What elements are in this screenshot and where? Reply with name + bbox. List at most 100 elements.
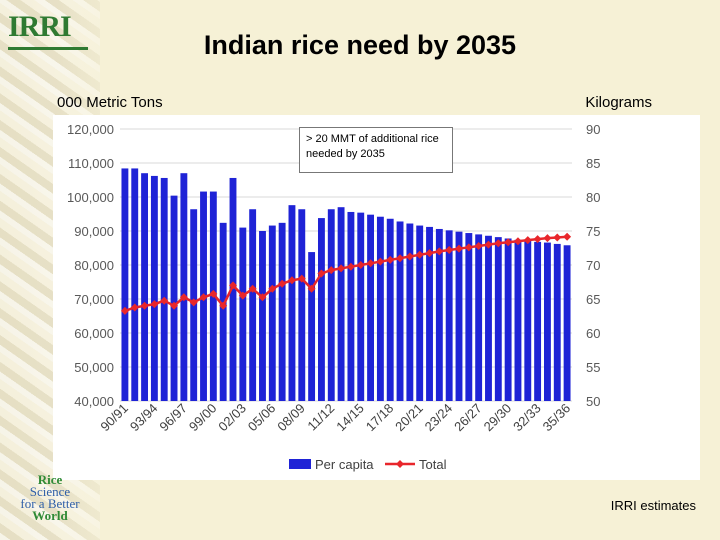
bar-per-capita xyxy=(455,231,463,401)
x-tick-label: 02/03 xyxy=(215,401,249,435)
point-total xyxy=(140,301,149,310)
point-total xyxy=(435,247,444,256)
x-tick-label: 96/97 xyxy=(156,401,190,435)
bar-per-capita xyxy=(445,230,453,401)
left-axis-tick-label: 40,000 xyxy=(74,394,114,409)
bar-per-capita xyxy=(465,233,473,401)
point-total xyxy=(287,276,296,285)
bar-per-capita xyxy=(367,214,375,401)
point-total xyxy=(209,289,218,298)
point-total xyxy=(258,293,267,302)
logo-line-1: Rice xyxy=(37,472,63,487)
point-total xyxy=(553,233,562,242)
bar-per-capita xyxy=(435,228,443,401)
logo-line-2: Science xyxy=(29,484,71,499)
right-axis-tick-label: 55 xyxy=(586,360,600,375)
irri-logo: IRRI xyxy=(8,10,72,43)
point-total xyxy=(278,279,287,288)
bar-per-capita xyxy=(376,216,384,401)
point-total xyxy=(346,262,355,271)
x-tick-label: 20/21 xyxy=(392,401,426,435)
bar-per-capita xyxy=(268,225,276,401)
point-total xyxy=(327,266,336,275)
legend-label-per-capita: Per capita xyxy=(315,457,374,472)
bar-per-capita xyxy=(406,223,414,401)
bar-per-capita xyxy=(494,237,502,401)
point-total xyxy=(170,301,179,310)
left-axis-tick-label: 100,000 xyxy=(67,190,114,205)
point-total xyxy=(317,269,326,278)
source-note: IRRI estimates xyxy=(610,498,696,513)
point-total xyxy=(386,255,395,264)
annotation-box: > 20 MMT of additional rice needed by 20… xyxy=(299,127,453,173)
bar-per-capita xyxy=(347,211,355,401)
point-total xyxy=(405,252,414,261)
bar-per-capita xyxy=(504,238,512,401)
point-total xyxy=(494,239,503,248)
bar-per-capita xyxy=(563,245,571,401)
bar-per-capita xyxy=(249,209,257,401)
bar-per-capita xyxy=(327,209,335,401)
x-tick-label: 29/30 xyxy=(481,401,515,435)
right-axis-tick-label: 70 xyxy=(586,258,600,273)
point-total xyxy=(533,235,542,244)
point-total xyxy=(238,291,247,300)
bar-per-capita xyxy=(386,218,394,401)
point-total xyxy=(356,261,365,269)
left-axis-tick-label: 60,000 xyxy=(74,326,114,341)
bar-per-capita xyxy=(534,241,542,401)
point-total xyxy=(366,259,375,268)
bar-per-capita xyxy=(239,227,247,401)
x-tick-label: 14/15 xyxy=(333,401,367,435)
right-axis-tick-label: 80 xyxy=(586,190,600,205)
left-axis-tick-label: 70,000 xyxy=(74,292,114,307)
bar-per-capita xyxy=(288,205,296,401)
point-total xyxy=(504,238,513,247)
point-total xyxy=(523,236,532,245)
combo-chart: 40,000 50,000 60,000 70,000 80,000 90,000 100,… xyxy=(67,122,600,472)
x-tick-label: 11/12 xyxy=(304,401,337,434)
x-tick-label: 32/33 xyxy=(510,401,544,435)
chart-area: 40,000 50,000 60,000 70,000 80,000 90,000 100,… xyxy=(53,115,700,480)
irri-logo-underline xyxy=(8,47,88,50)
bar-per-capita xyxy=(317,218,325,401)
point-total xyxy=(464,243,473,252)
point-total xyxy=(484,240,493,249)
bar-per-capita xyxy=(514,239,522,401)
line-total xyxy=(124,235,568,313)
bar-per-capita xyxy=(219,222,227,401)
x-tick-label: 05/06 xyxy=(245,401,279,435)
right-axis-tick-label: 75 xyxy=(586,224,600,239)
bar-per-capita xyxy=(426,226,433,401)
bar-per-capita xyxy=(229,177,237,401)
point-total xyxy=(120,306,129,315)
bar-per-capita xyxy=(485,235,492,401)
point-total xyxy=(307,284,316,293)
bar-per-capita xyxy=(121,168,129,401)
point-total xyxy=(376,257,385,266)
bar-per-capita xyxy=(259,231,266,401)
legend-swatch-total-marker xyxy=(396,460,404,468)
legend-label-total: Total xyxy=(419,457,447,472)
left-axis-tick-label: 110,000 xyxy=(68,156,114,171)
x-tick-label: 93/94 xyxy=(127,401,161,435)
bar-per-capita xyxy=(141,173,149,401)
point-total xyxy=(130,303,139,312)
point-total xyxy=(199,293,208,302)
bar-per-capita xyxy=(475,234,483,401)
left-axis-tick-label: 50,000 xyxy=(74,360,114,375)
right-axis-tick-label: 65 xyxy=(586,292,600,307)
bar-per-capita xyxy=(160,177,168,401)
point-total xyxy=(563,232,572,241)
bar-per-capita xyxy=(524,240,532,401)
right-axis-tick-label: 50 xyxy=(586,394,600,409)
x-tick-label: 23/24 xyxy=(422,401,456,435)
point-total xyxy=(474,241,483,250)
bar-per-capita xyxy=(543,242,551,401)
page-title: Indian rice need by 2035 xyxy=(203,30,517,60)
bar-per-capita xyxy=(298,209,306,401)
legend-swatch-per-capita xyxy=(289,459,311,469)
bar-per-capita xyxy=(180,173,188,401)
right-axis-tick-label: 90 xyxy=(586,122,600,137)
bar-per-capita xyxy=(150,175,158,401)
